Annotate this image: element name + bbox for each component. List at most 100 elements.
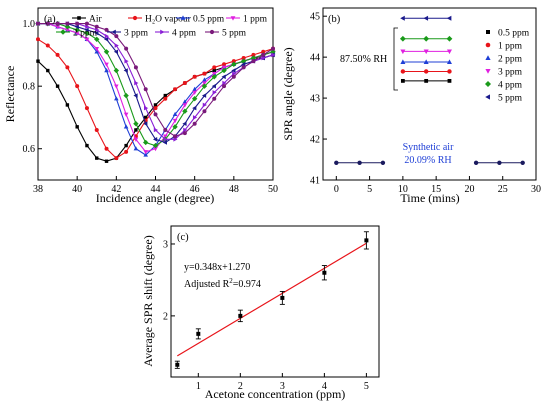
- a-data-point: [84, 106, 89, 111]
- a-data-point: [84, 37, 90, 42]
- a-data-point: [173, 87, 178, 92]
- synthetic-air-annotation: Synthetic air: [403, 142, 454, 153]
- a-axis-ticks: 38 40 42 44 46 48 50 0.6 0.8 1.0: [23, 19, 279, 195]
- c-data-point: [364, 238, 369, 243]
- a-data-point: [192, 90, 197, 95]
- b-legend-marker: [485, 81, 491, 87]
- baseline-point: [334, 160, 339, 165]
- baseline-point: [497, 160, 502, 165]
- a-legend-label: 4 ppm: [172, 28, 197, 38]
- a-y-tick-label: 0.8: [23, 82, 36, 93]
- a-data-point: [192, 105, 197, 111]
- a-x-axis-label: Incidence angle (degree): [96, 191, 215, 205]
- a-data-point: [74, 27, 80, 33]
- c-fit-layer: [176, 242, 367, 357]
- a-legend-marker: [111, 29, 116, 35]
- a-x-tick-label: 44: [151, 184, 161, 195]
- a-data-point: [114, 156, 119, 161]
- a-data-point: [182, 108, 188, 114]
- a-data-point: [202, 109, 207, 114]
- rh-bracket: [393, 27, 398, 91]
- spr-angle-chart: 0 5 10 15 20 25 30 41 42 43 44 45 0.5 ppm 1 ppm 2 ppm…: [281, 7, 541, 205]
- a-data-point: [84, 27, 89, 33]
- a-data-point: [212, 90, 217, 95]
- a-data-point: [202, 71, 207, 76]
- b-data-point: [400, 49, 406, 55]
- a-data-point: [212, 68, 216, 73]
- a-data-point: [74, 31, 80, 36]
- a-legend-label: 0.5 ppm: [193, 14, 225, 24]
- a-data-point: [192, 115, 198, 120]
- a-x-tick-label: 50: [268, 184, 278, 195]
- c-x-tick-label: 2: [238, 381, 243, 392]
- a-data-point: [231, 59, 236, 64]
- a-data-point: [123, 112, 129, 117]
- b-y-axis-label: SPR angle (degree): [281, 47, 295, 140]
- a-data-point: [201, 83, 208, 89]
- baseline-point: [357, 160, 362, 165]
- a-legend-marker: [132, 15, 138, 21]
- b-data-point: [423, 49, 429, 55]
- plot-frame-b: [322, 7, 537, 181]
- a-data-point: [114, 43, 119, 48]
- synthetic-rh-annotation: 20.09% RH: [404, 155, 451, 166]
- a-data-point: [261, 55, 266, 61]
- a-data-point: [124, 149, 129, 154]
- a-data-point: [94, 30, 99, 36]
- panel-label-a: (a): [44, 14, 56, 25]
- a-data-point: [271, 46, 275, 51]
- a-data-point: [114, 96, 119, 101]
- a-x-tick-label: 42: [111, 184, 121, 195]
- b-data-point: [423, 15, 429, 21]
- a-data-point: [95, 156, 99, 160]
- a-series-line: [38, 23, 274, 147]
- a-legend-label: 1 ppm: [243, 14, 268, 24]
- a-data-point: [182, 131, 187, 136]
- humidity-annotation: 87.50% RH: [340, 54, 387, 65]
- a-data-point: [133, 146, 139, 151]
- a-data-point: [65, 28, 70, 33]
- a-data-point: [192, 86, 197, 92]
- a-legend-marker: [180, 15, 186, 20]
- b-x-tick-label: 20: [464, 184, 474, 195]
- a-data-point: [222, 84, 227, 89]
- a-data-point: [241, 65, 246, 70]
- c-points-layer: [174, 231, 369, 369]
- spr-shift-chart: 1 2 3 4 523 (c) y=0.348x+1.270 Adjusted R2=0…: [141, 225, 380, 401]
- c-x-tick-label: 3: [280, 381, 285, 392]
- a-data-point: [212, 96, 217, 101]
- c-data-point: [322, 270, 327, 275]
- a-data-point: [163, 137, 168, 142]
- a-data-point: [123, 124, 129, 129]
- c-y-tick-label: 2: [163, 311, 168, 322]
- a-data-point: [153, 112, 158, 117]
- a-data-point: [55, 21, 60, 26]
- a-series-layer: [35, 20, 276, 163]
- a-data-point: [163, 96, 168, 101]
- a-data-point: [113, 49, 119, 55]
- a-data-point: [104, 159, 109, 163]
- b-legend-marker: [485, 69, 491, 74]
- fit-r2-superscript: 2: [229, 277, 233, 285]
- a-data-point: [231, 74, 236, 79]
- b-x-tick-label: 10: [398, 184, 408, 195]
- a-data-point: [212, 65, 217, 70]
- panel-label-c: (c): [177, 232, 189, 243]
- a-x-tick-label: 38: [33, 184, 43, 195]
- a-data-point: [55, 84, 60, 88]
- a-data-point: [124, 143, 128, 148]
- a-legend-marker: [230, 16, 236, 21]
- b-data-point: [423, 59, 429, 64]
- c-y-tick-label: 3: [163, 239, 168, 250]
- b-y-tick-label: 44: [310, 53, 320, 64]
- a-data-point: [211, 74, 217, 80]
- a-y-tick-label: 0.6: [23, 144, 36, 155]
- a-data-point: [182, 81, 187, 86]
- a-data-point: [222, 62, 227, 67]
- a-data-point: [261, 52, 266, 57]
- a-legend-label: H₂O vapour: [145, 14, 192, 24]
- a-data-point: [94, 36, 100, 42]
- b-y-tick-label: 45: [310, 12, 320, 23]
- a-legend: Air H₂O vapour 0.5 ppm 1 ppm 2 ppm 3 ppm 4 ppm…: [56, 14, 268, 38]
